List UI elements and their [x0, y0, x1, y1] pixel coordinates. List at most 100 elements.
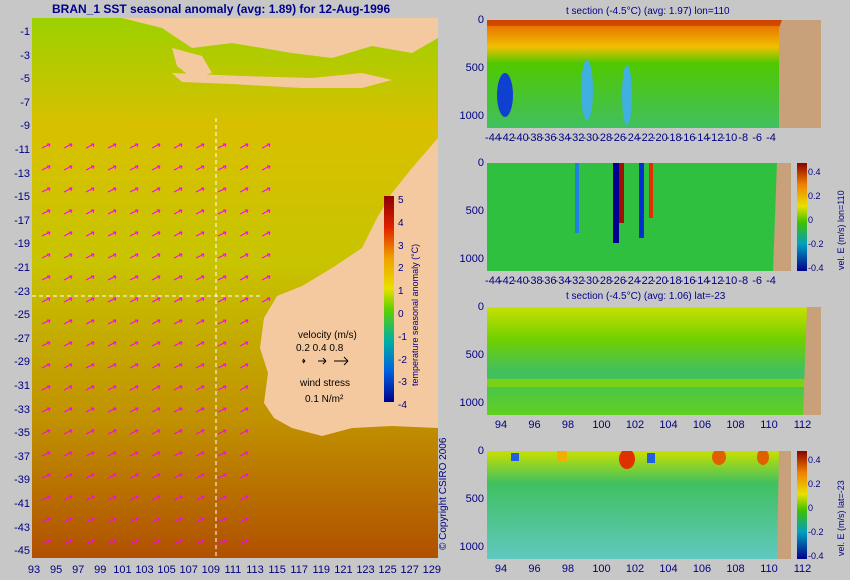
wind-vector [129, 429, 139, 435]
p1-x-tick: -38 [526, 132, 543, 144]
wind-vector [41, 539, 51, 545]
wind-vector [151, 341, 161, 347]
map-x-tick: 93 [27, 564, 41, 576]
wind-vector [129, 143, 139, 149]
wind-vector [41, 165, 51, 171]
p3-x-tick: 106 [692, 419, 712, 431]
wind-vector [63, 451, 73, 457]
map-y-tick: -37 [14, 450, 30, 463]
wind-vector [173, 143, 183, 149]
p2-cb-tick: 0.2 [808, 191, 821, 201]
wind-vector [41, 187, 51, 193]
wind-vector [195, 319, 205, 325]
p1-x-tick: -36 [540, 132, 557, 144]
wind-vector [63, 517, 73, 523]
wind-vector [151, 385, 161, 391]
wind-vector [239, 253, 249, 259]
copyright-text: © Copyright CSIRO 2006 [438, 437, 449, 550]
wind-vector [129, 539, 139, 545]
wind-vector [195, 473, 205, 479]
p1-x-tick: -22 [637, 132, 654, 144]
colorbar-tick: -1 [398, 331, 407, 343]
wind-vector [217, 341, 227, 347]
map-x-tick: 111 [224, 564, 242, 576]
map-x-tick: 125 [378, 564, 397, 576]
map-y-tick: -25 [14, 309, 30, 322]
wind-vector [173, 385, 183, 391]
map-y-tick: -29 [14, 356, 30, 369]
wind-vector [151, 275, 161, 281]
colorbar-tick: 1 [398, 286, 404, 298]
velocity-arrows [302, 356, 349, 366]
map-y-tick: -19 [14, 238, 30, 251]
wind-vector [173, 319, 183, 325]
p4-x-tick: 108 [726, 563, 745, 575]
wind-vector [195, 407, 205, 413]
colorbar-tick: -3 [398, 377, 407, 389]
wind-vector [41, 407, 51, 413]
wind-vector [217, 319, 227, 325]
colorbar-tick: 4 [398, 217, 404, 229]
p2-x-tick: -30 [582, 275, 599, 287]
wind-vector [85, 209, 95, 215]
wind-vector [195, 539, 205, 545]
p4-x-tick: 104 [659, 563, 678, 575]
wind-vector [85, 297, 95, 303]
wind-vector [217, 253, 227, 259]
map-x-tick: 115 [268, 564, 286, 576]
p2-x-tick: -16 [679, 275, 696, 287]
p4-y-tick: 500 [465, 493, 484, 505]
p1-x-tick: -24 [624, 132, 640, 144]
p3-y-tick: 1000 [459, 397, 484, 409]
p2-x-tick: -14 [693, 275, 710, 287]
wind-vector [195, 275, 205, 281]
velocity-colorbar-1 [797, 163, 807, 271]
map-x-tick: 127 [400, 564, 419, 576]
wind-vector [173, 363, 183, 369]
panel3-title: t section (-4.5°C) (avg: 1.06) lat=-23 [566, 291, 726, 302]
map-y-tick: -13 [14, 167, 30, 180]
velocity-colorbar-2 [797, 451, 807, 559]
wind-vector [85, 517, 95, 523]
wind-vector [195, 429, 205, 435]
wind-vector [63, 275, 73, 281]
wind-vector [107, 363, 117, 369]
map-x-tick: 105 [157, 564, 176, 576]
temp-section-lat-23 [487, 307, 821, 415]
wind-vector [41, 429, 51, 435]
wind-vector [151, 297, 161, 303]
p2-x-tick: -22 [637, 275, 654, 287]
p1-x-tick: -28 [596, 132, 613, 144]
map-y-tick: -33 [14, 403, 30, 416]
p4-y-tick: 0 [477, 445, 484, 457]
velocity-label: velocity (m/s) [298, 330, 357, 341]
wind-vector [41, 473, 51, 479]
wind-vector [41, 341, 51, 347]
wind-vector [217, 385, 227, 391]
wind-vector [85, 539, 95, 545]
wind-vector [261, 187, 271, 193]
p1-x-tick: -18 [665, 132, 682, 144]
p2-x-tick: -28 [596, 275, 613, 287]
colorbar-tick: 2 [398, 263, 404, 275]
wind-vector [85, 473, 95, 479]
map-x-tick: 123 [356, 564, 375, 576]
p2-x-tick: -8 [738, 275, 749, 287]
colorbar-tick: 5 [398, 195, 404, 206]
wind-vector [151, 231, 161, 237]
wind-vector [85, 407, 95, 413]
wind-vector [239, 143, 249, 149]
map-y-tick: -41 [14, 498, 30, 510]
p4-x-tick: 96 [528, 563, 541, 575]
wind-vector [173, 341, 183, 347]
wind-stress-label: wind stress [300, 378, 351, 389]
wind-vector [239, 231, 249, 237]
map-y-tick: -15 [14, 191, 30, 204]
map-x-tick: 121 [334, 564, 353, 576]
p1-x-tick: -12 [707, 132, 724, 144]
p1-y-tick: 500 [465, 62, 484, 74]
colorbar-tick: 0 [398, 309, 404, 320]
p4-x-tick: 112 [793, 563, 812, 575]
wind-vector [151, 143, 161, 149]
p1-x-tick: -16 [679, 132, 696, 144]
